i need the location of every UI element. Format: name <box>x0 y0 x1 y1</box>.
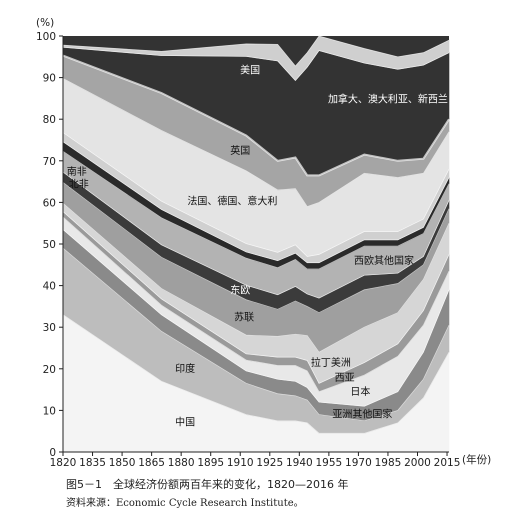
x-tick-label: 1865 <box>138 457 165 469</box>
x-tick-label: 1985 <box>375 457 402 469</box>
boundary-1 <box>62 247 450 422</box>
boundary-8 <box>62 150 450 270</box>
series-label: 日本 <box>350 385 370 398</box>
y-tick-label: 40 <box>43 281 56 293</box>
x-tick-label: 1880 <box>168 457 195 469</box>
y-tick-label: 20 <box>43 364 56 376</box>
x-tick-label: 1940 <box>286 457 313 469</box>
x-ticks: 1820 1835 1850 1865 1880 1895 1910 1925 1940 1955… <box>50 452 461 469</box>
x-axis-label: (年份) <box>462 453 491 466</box>
area-remainder <box>63 36 449 66</box>
boundary-11 <box>62 78 450 207</box>
series-label: 西亚 <box>335 373 355 384</box>
series-label: 中国 <box>175 415 195 428</box>
y-tick-label: 80 <box>43 114 56 126</box>
series-label: 东欧 <box>230 284 250 297</box>
y-tick-label: 0 <box>49 447 56 459</box>
x-tick-label: 1970 <box>345 457 372 469</box>
y-tick-label: 50 <box>43 239 56 251</box>
y-axis-label: (%) <box>36 17 54 29</box>
y-tick-label: 100 <box>36 31 56 43</box>
series-label: 亚洲其他国家 <box>332 407 392 420</box>
x-tick-label: 1895 <box>197 457 224 469</box>
x-tick-label: 1925 <box>256 457 283 469</box>
y-tick-label: 90 <box>43 73 56 85</box>
series-label: 南非 <box>67 165 87 178</box>
series-label: 苏联 <box>234 310 254 323</box>
boundary-0 <box>62 314 450 434</box>
x-tick-label: 1820 <box>50 457 77 469</box>
y-tick-label: 60 <box>43 197 56 209</box>
boundary-4 <box>62 211 450 384</box>
y-ticks: 0 10 20 30 40 50 60 70 80 90 100 <box>36 31 63 459</box>
series-label: 美国 <box>240 63 260 76</box>
series-label: 加拿大、澳大利亚、新西兰 <box>328 92 448 105</box>
boundary-2 <box>62 229 450 407</box>
y-tick-label: 70 <box>43 156 56 168</box>
boundary-12 <box>62 54 450 177</box>
series-label: 拉丁美洲 <box>311 356 351 369</box>
boundary-5 <box>62 202 450 353</box>
series-label: 法国、德国、意大利 <box>187 194 277 207</box>
figure-caption: 图5－1 全球经济份额两百年来的变化，1820—2016 年 <box>66 478 349 491</box>
boundary-9 <box>62 141 450 264</box>
series-label: 英国 <box>230 144 250 157</box>
series-label: 西欧其他国家 <box>354 254 414 267</box>
y-tick-label: 30 <box>43 322 56 334</box>
series-label: 北非 <box>69 179 89 191</box>
boundary-14 <box>62 35 450 67</box>
boundary-7 <box>62 171 450 299</box>
boundary-10 <box>62 132 450 257</box>
x-tick-label: 1955 <box>316 457 343 469</box>
x-tick-label: 2000 <box>404 457 431 469</box>
y-tick-label: 10 <box>43 405 56 417</box>
x-tick-label: 1835 <box>79 457 106 469</box>
boundary-3 <box>62 216 450 393</box>
figure-source: 资料来源：Economic Cycle Research Institute。 <box>66 498 304 509</box>
x-tick-label: 1910 <box>227 457 254 469</box>
boundary-13 <box>62 46 450 82</box>
x-tick-label: 1850 <box>109 457 136 469</box>
series-label: 印度 <box>175 362 195 375</box>
area-boundaries <box>62 35 450 434</box>
x-tick-label: 2015 <box>434 457 461 469</box>
boundary-6 <box>62 182 450 314</box>
